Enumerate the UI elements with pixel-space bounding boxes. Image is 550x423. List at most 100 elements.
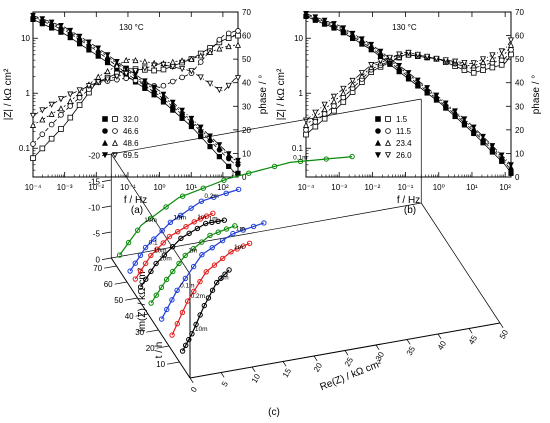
phase-marker (169, 58, 176, 65)
modulus-fit-line (305, 16, 512, 174)
phase-marker (234, 75, 242, 82)
phase-marker (225, 35, 232, 41)
phase-marker (480, 67, 486, 73)
nyquist-marker (160, 240, 166, 246)
phase-marker (340, 89, 347, 96)
nyquist-marker (163, 204, 169, 210)
modulus-marker (58, 23, 64, 29)
nyquist-marker (246, 170, 252, 176)
y-left-tick-label: 10 (21, 34, 30, 43)
modulus-marker (414, 77, 421, 84)
nyquist-marker (169, 297, 175, 303)
phase-marker (123, 71, 130, 78)
re-tick (406, 339, 411, 345)
nyquist-marker (178, 235, 184, 242)
modulus-marker (67, 27, 74, 34)
y-left-axis-label: |Z| / kΩ cm² (276, 68, 287, 120)
phase-marker (303, 131, 309, 138)
re-tick (251, 366, 256, 372)
nyquist-marker (235, 186, 242, 193)
phase-marker (197, 74, 204, 81)
plot-frame (32, 11, 239, 178)
nyquist-fit-line (140, 219, 225, 288)
phase-marker (424, 53, 431, 60)
modulus-marker (188, 115, 195, 122)
phase-marker (197, 52, 204, 59)
modulus-marker (424, 85, 430, 91)
re-tick-label: 40 (436, 339, 449, 352)
phase-marker (234, 41, 242, 48)
nyquist-marker (271, 163, 278, 170)
phase-marker (57, 105, 65, 112)
phase-marker (67, 97, 74, 105)
nyquist-marker (240, 243, 247, 249)
nyquist-marker (174, 321, 180, 327)
panel-a-plot: 10⁻⁴ 10⁻³ 10⁻² 10⁻¹ 10⁰ 10¹ 10² 0.1 1 10 0 10 20 30 40… (3, 8, 269, 206)
phase-marker (160, 61, 167, 69)
t-tick-label: 20 (146, 344, 155, 353)
phase-marker (507, 37, 515, 44)
panel-b-caption: (b) (404, 205, 416, 216)
nyquist-marker (142, 260, 149, 267)
nyquist-marker (232, 223, 238, 229)
phase-marker (349, 81, 356, 88)
legend-filled-marker (375, 116, 381, 122)
legend-filled-marker (102, 128, 108, 134)
modulus-marker (349, 30, 356, 37)
re-tick-label: 0 (189, 385, 199, 394)
y-left-tick-label: 1 (26, 89, 31, 98)
phase-marker (321, 115, 328, 122)
phase-marker (57, 96, 65, 103)
phase-marker (95, 73, 102, 80)
modulus-marker (114, 58, 120, 65)
nyquist-marker (323, 156, 329, 162)
phase-marker (330, 93, 338, 100)
im-tick (101, 153, 112, 156)
modulus-marker (160, 91, 167, 98)
phase-marker (312, 109, 319, 116)
nyquist-marker (190, 246, 197, 252)
re-tick-label: 45 (467, 333, 480, 346)
phase-marker (39, 107, 46, 114)
phase-marker (321, 105, 328, 113)
t-tick (125, 297, 138, 301)
phase-marker (95, 79, 102, 86)
nyquist-marker (261, 220, 267, 226)
x-tick-label: 10¹ (185, 183, 197, 192)
legend-label: 26.0 (396, 151, 412, 160)
phase-marker (470, 69, 477, 76)
phase-marker (151, 62, 158, 69)
phase-marker (312, 123, 319, 130)
phase-marker (312, 113, 319, 121)
phase-marker (58, 126, 64, 132)
re-tick (282, 361, 287, 367)
x-tick-label: 10⁻⁴ (25, 183, 42, 192)
nyquist-marker (211, 194, 217, 200)
phase-marker (235, 32, 241, 39)
frequency-label: 0.1 (149, 240, 158, 247)
modulus-marker (340, 25, 347, 32)
nyquist-marker (182, 252, 188, 259)
nyquist-marker (132, 260, 138, 266)
phase-marker (39, 145, 46, 152)
phase-marker (85, 83, 92, 90)
modulus-marker (235, 157, 241, 164)
phase-marker (377, 58, 384, 65)
re-tick-label: 20 (312, 361, 325, 374)
modulus-marker (226, 163, 232, 169)
phase-marker (302, 121, 310, 128)
modulus-marker (76, 33, 83, 40)
y-left-tick-label: 0.1 (19, 144, 31, 153)
y-right-tick-label: 50 (515, 55, 524, 64)
nyquist-marker (201, 302, 208, 309)
t-tick (114, 281, 128, 285)
temperature-annotation: 130 °C (119, 23, 144, 32)
nyquist-marker (194, 225, 201, 232)
re-tick-label: 15 (281, 366, 294, 379)
nyquist-fit-line (129, 188, 239, 272)
modulus-fit-line (32, 16, 239, 161)
nyquist-marker (226, 267, 232, 273)
nyquist-marker (197, 278, 203, 285)
modulus-marker (331, 21, 337, 27)
box-edge-line (420, 202, 501, 324)
